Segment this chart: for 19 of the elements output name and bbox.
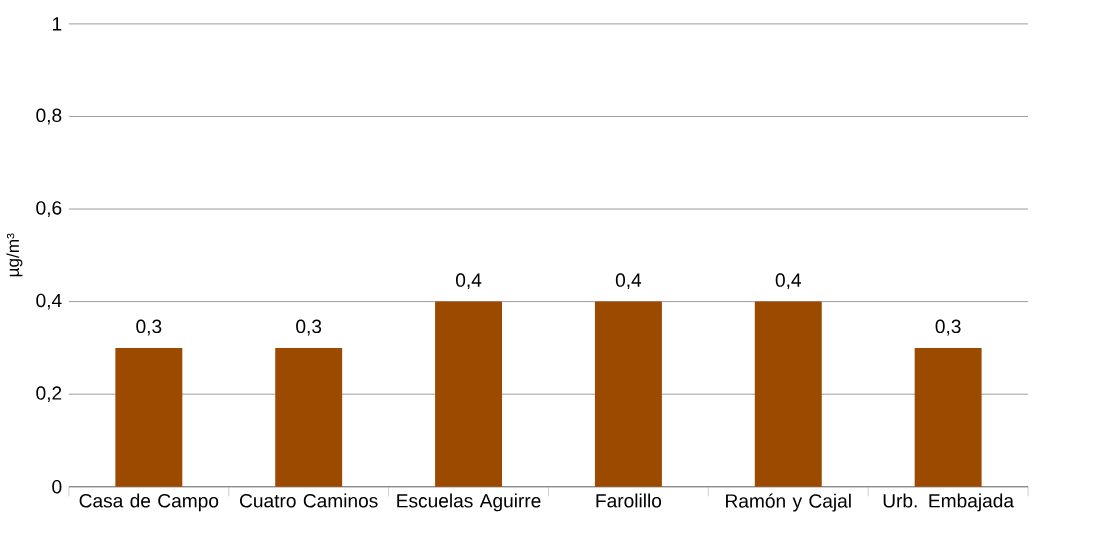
data-label: 0,4 <box>615 273 642 290</box>
data-label: 0,4 <box>456 273 482 290</box>
x-tick-label: Farolillo <box>596 493 662 508</box>
y-tick-label: 1 <box>52 17 62 31</box>
y-tick-label: 0,6 <box>36 201 62 218</box>
data-label: 0,3 <box>935 319 961 336</box>
x-tick-label: Cuatro Caminos <box>240 493 378 508</box>
y-tick-label: 0,4 <box>36 293 62 310</box>
data-label: 0,4 <box>775 273 802 290</box>
x-tick-label: Casa de Campo <box>79 493 219 512</box>
x-tick-label: Escuelas Aguirre <box>397 493 541 512</box>
y-tick-label: 0 <box>52 480 62 494</box>
data-label: 0,3 <box>296 319 322 336</box>
data-label: 0,3 <box>136 319 162 336</box>
y-axis-title: µg/m³ <box>6 233 23 277</box>
x-tick-label: Urb. Embajada <box>883 493 1015 512</box>
y-tick-label: 0,2 <box>36 386 62 403</box>
x-tick-label: Ramón y Cajal <box>726 493 851 512</box>
y-tick-label: 0,8 <box>36 108 62 125</box>
